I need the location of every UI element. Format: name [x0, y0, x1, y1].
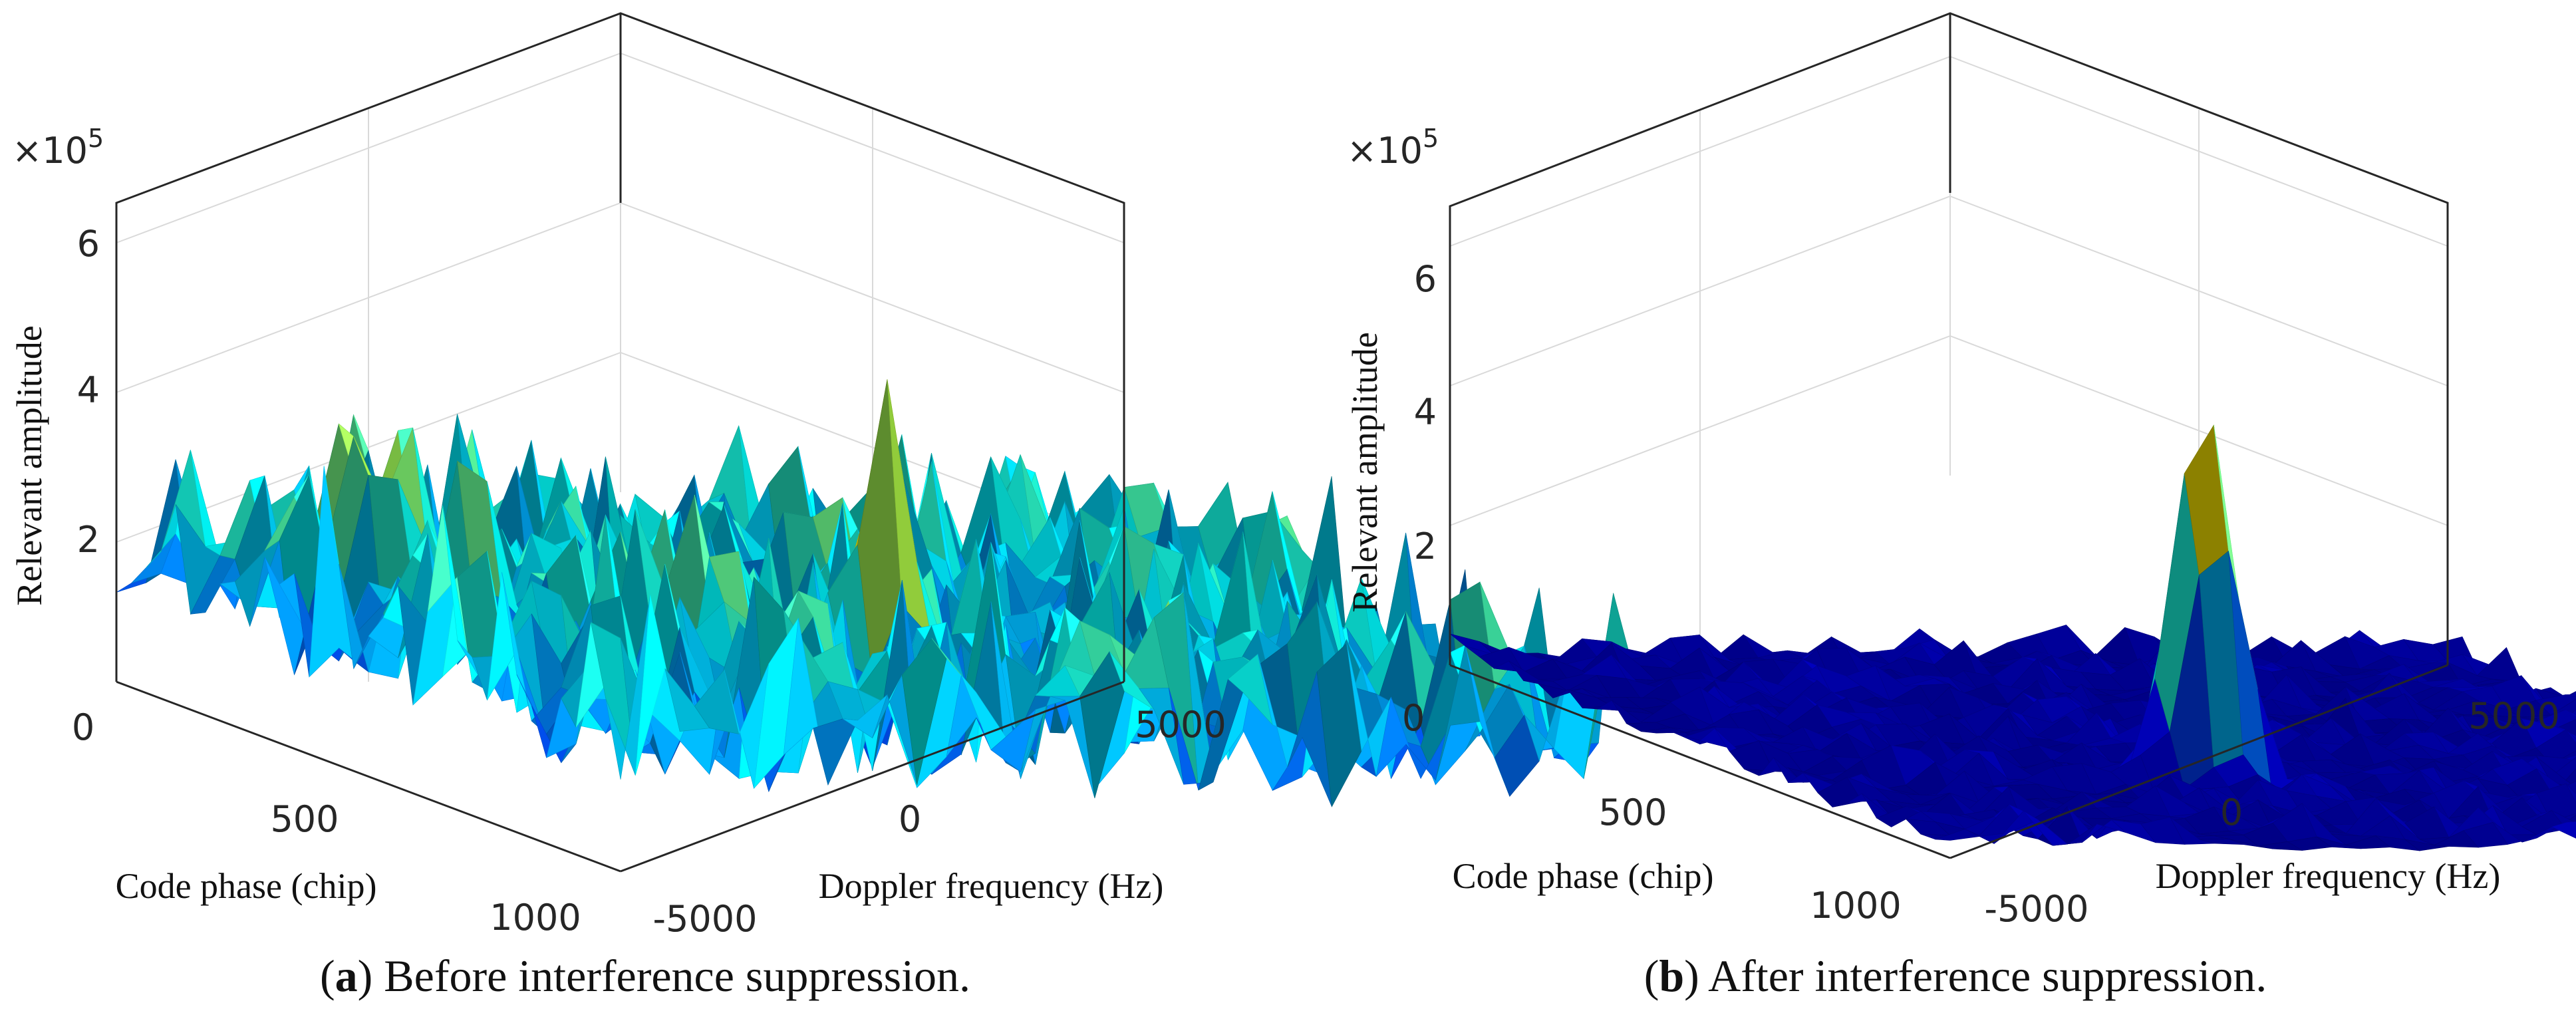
panel-b-z-tick: 2 — [1414, 525, 1437, 567]
panel-b-y-tick: 5000 — [2468, 695, 2559, 737]
panel-a-x-label: Code phase (chip) — [116, 866, 377, 906]
panel-b-x-tick: 0 — [1402, 697, 1425, 739]
panel-b-z-tick: 4 — [1414, 391, 1437, 433]
panel-b-caption: (b) After interference suppression. — [1644, 950, 2267, 1001]
panel-a-y-tick: 0 — [899, 798, 921, 840]
panel-a-z-tick: 6 — [77, 223, 100, 265]
panel-b-x-tick: 500 — [1598, 792, 1667, 833]
panel-b-y-tick: -5000 — [1985, 888, 2089, 930]
surface-cell — [2565, 694, 2576, 697]
panel-b-y-axis — [1949, 664, 2448, 859]
surface-cell — [2535, 694, 2576, 716]
surface-cell — [2551, 724, 2576, 739]
panel-a-x-axis — [116, 680, 621, 873]
panel-b-y-tick: 0 — [2220, 792, 2243, 833]
panel-a-x-tick: 500 — [270, 798, 339, 840]
panel-b-scale-label: ×105 — [1347, 124, 1439, 172]
panel-b-box — [1449, 12, 2449, 859]
surface-cell — [2536, 756, 2576, 789]
panel-a-x-tick: 1000 — [490, 897, 581, 939]
panel-a-y-tick: 5000 — [1135, 704, 1226, 746]
panel-a-z-tick: 4 — [77, 369, 100, 411]
panel-b: ×105 2 4 6 Relevant amplitude 0 500 1000… — [1345, 12, 2576, 1001]
panel-b-x-tick: 1000 — [1810, 885, 1901, 927]
surface-cell — [813, 718, 858, 786]
panel-b-grid — [1449, 12, 2448, 665]
panel-b-x-axis — [1449, 664, 1951, 859]
panel-b-z-tick: 6 — [1414, 258, 1437, 300]
surface-a — [116, 379, 1629, 807]
surface-cell — [2565, 729, 2576, 744]
panel-a-z-label: Relevant amplitude — [9, 325, 49, 605]
panel-a-y-axis — [620, 680, 1125, 873]
panel-b-y-label: Doppler frequency (Hz) — [2156, 856, 2501, 896]
panel-a-y-label: Doppler frequency (Hz) — [819, 866, 1164, 906]
panel-a-caption: (a) Before interference suppression. — [320, 950, 970, 1001]
panel-b-z-label: Relevant amplitude — [1345, 332, 1385, 612]
surface-cell — [2551, 821, 2576, 839]
surface-cell — [2565, 709, 2576, 717]
panel-a-box — [115, 12, 1125, 873]
panel-b-x-label: Code phase (chip) — [1453, 856, 1714, 896]
panel-a: ×105 2 4 6 Relevant amplitude 0 500 1000… — [9, 12, 1629, 1001]
panel-a-z-tick: 2 — [77, 519, 100, 561]
panel-a-x-tick: 0 — [72, 706, 94, 748]
panel-a-y-tick: -5000 — [653, 898, 758, 940]
panel-a-scale-label: ×105 — [12, 124, 104, 172]
surface-b — [1449, 424, 2576, 851]
